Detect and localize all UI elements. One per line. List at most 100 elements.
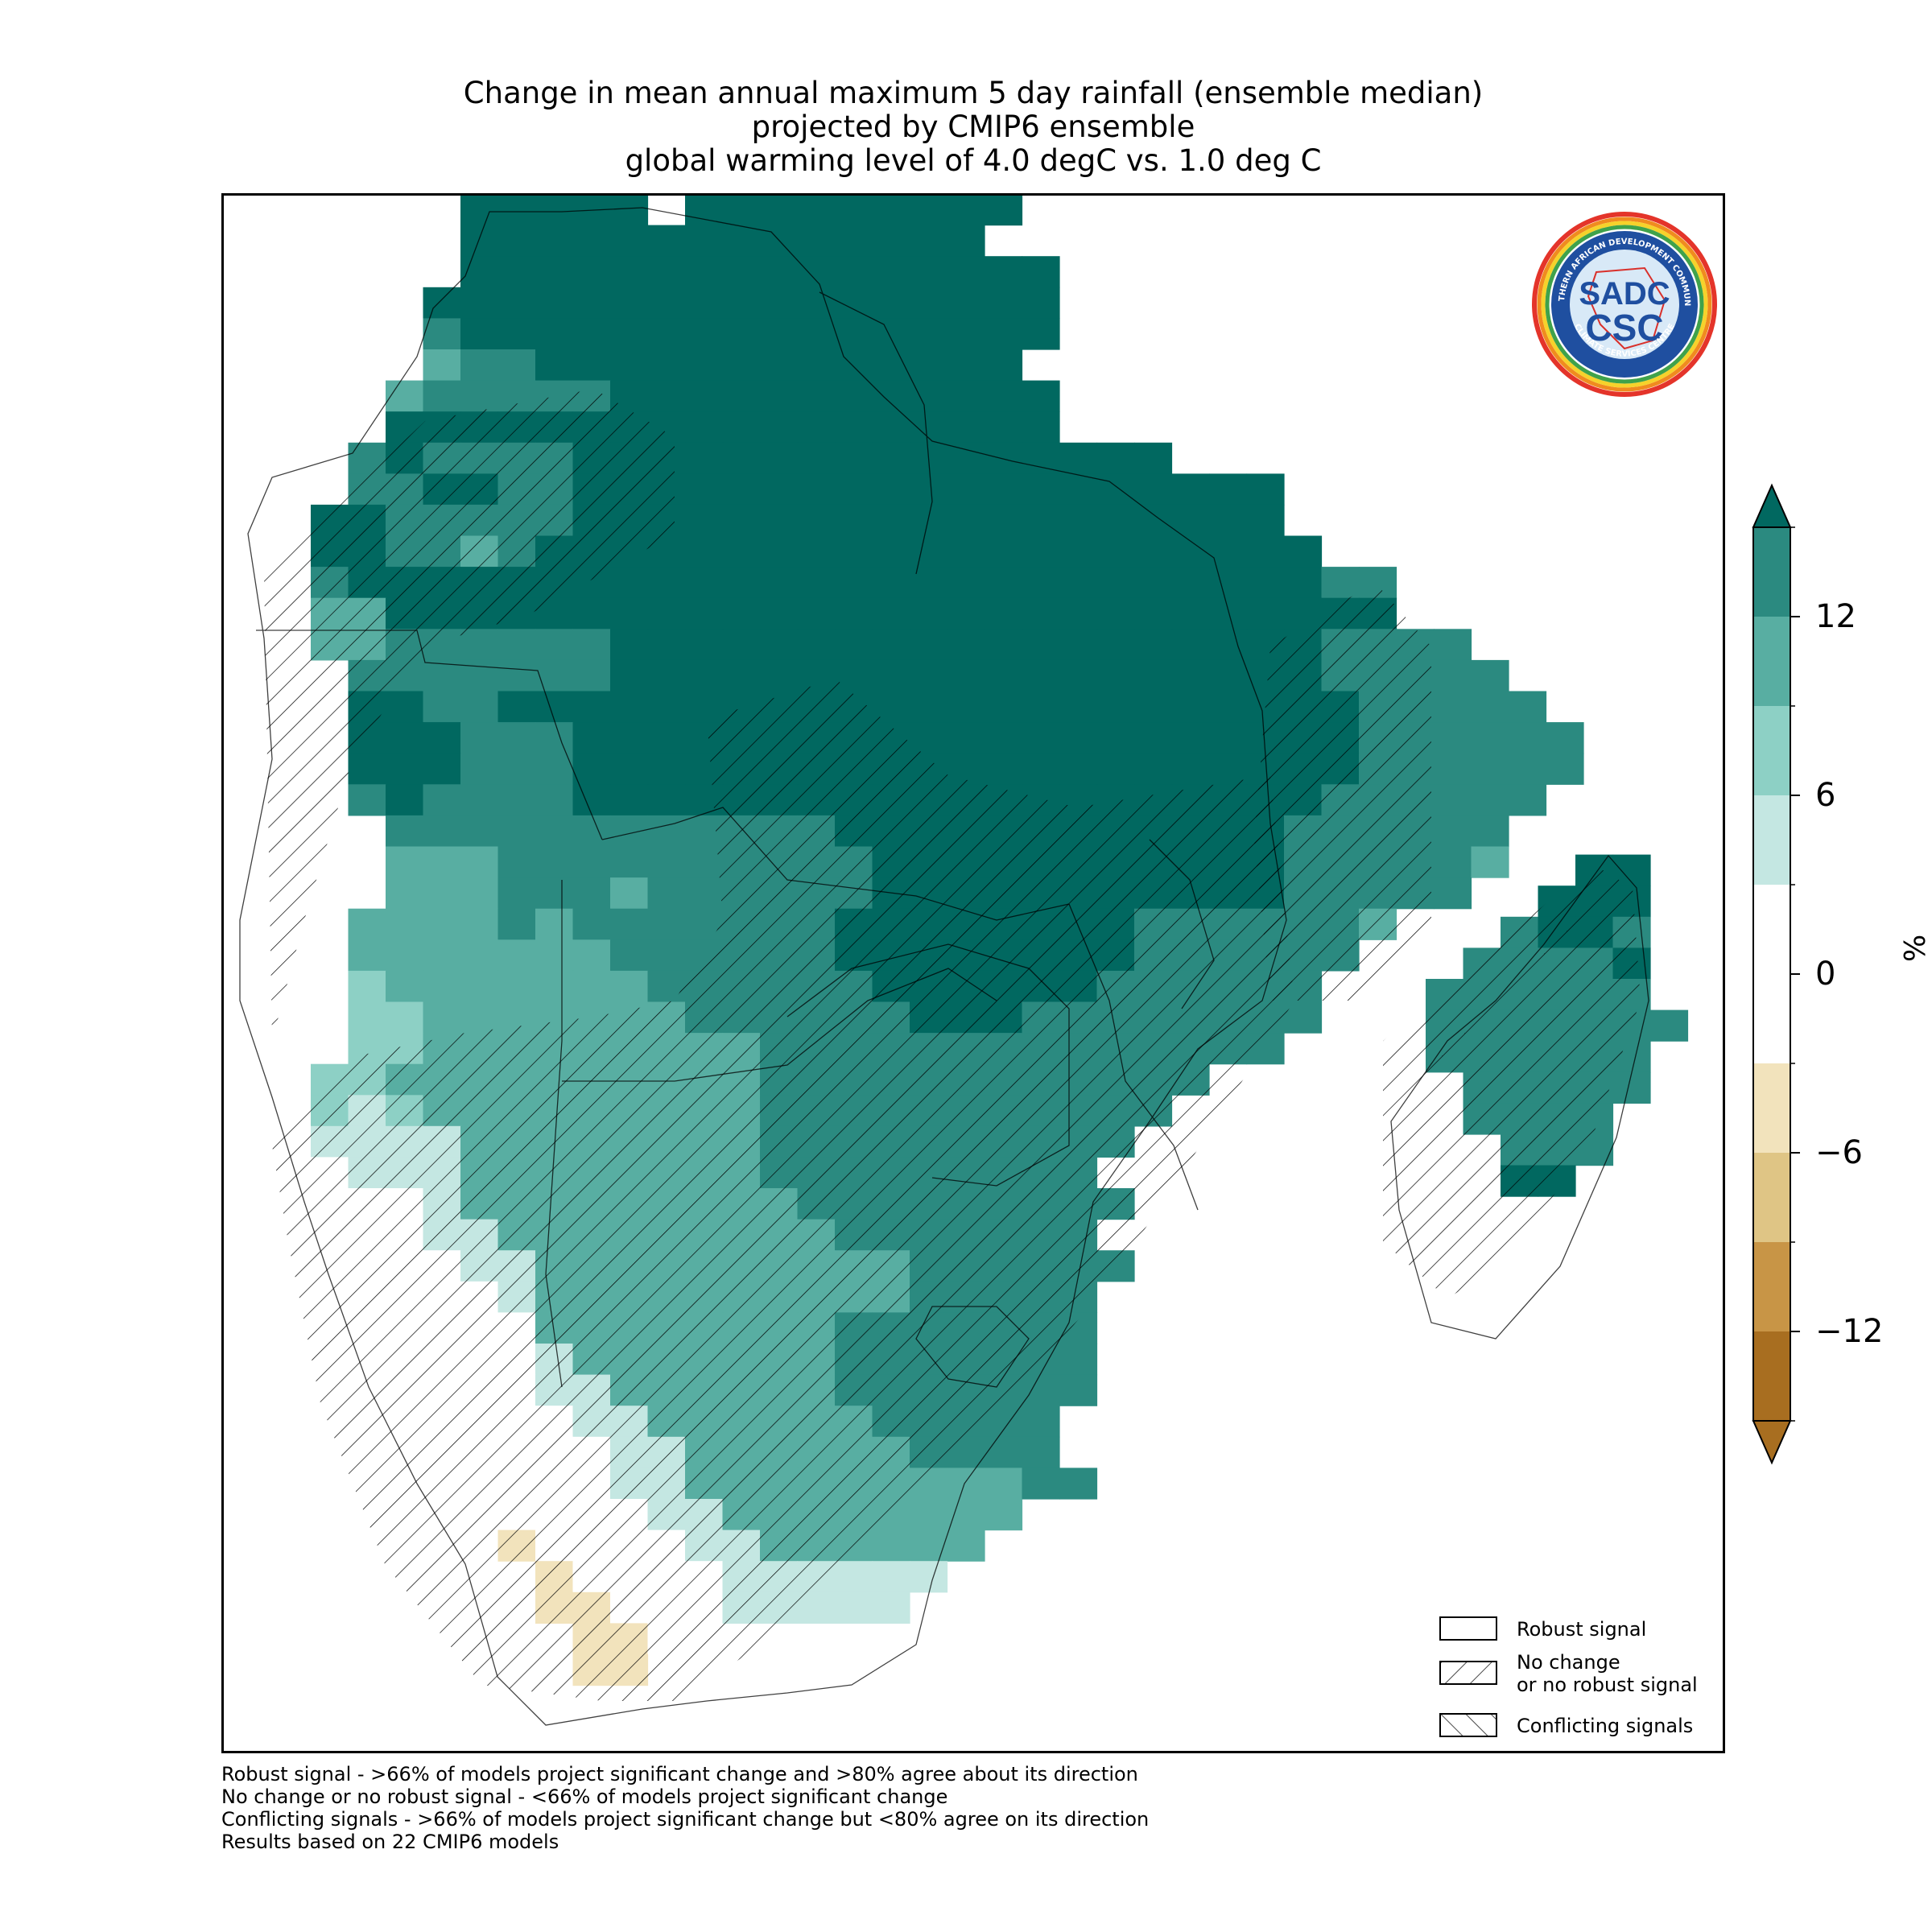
mainland-cell <box>610 629 649 661</box>
mainland-cell <box>423 753 461 785</box>
mainland-cell <box>722 504 761 537</box>
mainland-cell <box>910 349 948 382</box>
mainland-cell <box>1434 846 1472 878</box>
mainland-cell <box>835 196 873 226</box>
mainland-cell <box>460 970 499 1003</box>
mainland-cell <box>386 722 424 754</box>
mainland-cell <box>760 504 799 537</box>
mainland-cell <box>910 380 948 412</box>
mainland-cell <box>1022 567 1060 599</box>
mainland-cell <box>1171 722 1210 754</box>
mainland-cell <box>947 256 985 288</box>
mainland-cell <box>1059 535 1098 568</box>
mainland-cell <box>1022 722 1060 754</box>
mainland-cell <box>386 939 424 972</box>
mainland-cell <box>610 939 649 972</box>
mainland-cell <box>386 1001 424 1034</box>
colorbar-extend-max <box>1752 483 1792 528</box>
mainland-cell <box>872 1561 910 1593</box>
mainland-cell <box>1022 287 1060 319</box>
mainland-cell <box>1059 629 1098 661</box>
colorbar-tick-label: −12 <box>1815 1313 1884 1350</box>
mainland-cell <box>1171 504 1210 537</box>
mainland-cell <box>872 1591 910 1624</box>
mainland-cell <box>835 629 873 661</box>
mainland-cell <box>910 287 948 319</box>
mainland-cell <box>1022 691 1060 723</box>
mainland-cell <box>647 691 686 723</box>
mainland-cell <box>872 225 910 257</box>
mainland-cell <box>610 908 649 940</box>
colorbar-segment <box>1753 1331 1790 1421</box>
mainland-cell <box>1434 691 1472 723</box>
mainland-cell <box>1434 815 1472 848</box>
mainland-cell <box>460 629 499 661</box>
mainland-cell <box>1209 629 1248 661</box>
mainland-cell <box>1022 535 1060 568</box>
mainland-cell <box>1171 473 1210 506</box>
mainland-cell <box>460 256 499 288</box>
mainland-cell <box>685 535 724 568</box>
mainland-cell <box>1134 722 1173 754</box>
map-panel[interactable]: SADC CSC SOUTHERN AFRICAN DEVELOPMENT CO… <box>221 193 1725 1753</box>
mainland-cell <box>685 256 724 288</box>
colorbar-extend-min <box>1752 1420 1792 1465</box>
mainland-cell <box>497 846 536 878</box>
mainland-cell <box>1434 629 1472 661</box>
mainland-cell <box>722 256 761 288</box>
mainland-cell <box>647 597 686 630</box>
mainland-cell <box>797 567 836 599</box>
mainland-cell <box>985 411 1023 444</box>
mainland-cell <box>760 659 799 692</box>
mainland-cell <box>460 722 499 754</box>
mainland-cell <box>460 908 499 940</box>
mainland-cell <box>1022 380 1060 412</box>
mainland-cell <box>1171 629 1210 661</box>
mainland-cell <box>386 753 424 785</box>
mainland-cell <box>1246 473 1285 506</box>
mainland-cell <box>610 287 649 319</box>
mainland-cell <box>572 659 611 692</box>
mainland-cell <box>497 629 536 661</box>
mainland-cell <box>460 846 499 878</box>
mainland-cell <box>1246 597 1285 630</box>
mainland-cell <box>760 318 799 350</box>
mainland-cell <box>1022 256 1060 288</box>
hatch-overlay <box>264 389 1641 1701</box>
mainland-cell <box>985 629 1023 661</box>
mainland-cell <box>685 287 724 319</box>
colorbar-unit-label: % <box>1899 934 1932 962</box>
mainland-cell <box>910 1561 948 1593</box>
mainland-cell <box>910 504 948 537</box>
mainland-cell <box>423 722 461 754</box>
mainland-cell <box>423 318 461 350</box>
mainland-cell <box>572 939 611 972</box>
border-zambia <box>601 807 1070 921</box>
border-namibia-botswana <box>545 880 563 1388</box>
mainland-cell <box>610 846 649 878</box>
mainland-cell <box>797 256 836 288</box>
mainland-cell <box>610 970 649 1003</box>
mainland-cell <box>535 629 574 661</box>
mainland-cell <box>1209 473 1248 506</box>
mainland-cell <box>1134 629 1173 661</box>
mainland-cell <box>1059 691 1098 723</box>
legend-backdrop <box>1447 1556 1713 1733</box>
mainland-cell <box>535 939 574 972</box>
mainland-cell <box>647 784 686 816</box>
mainland-cell <box>760 411 799 444</box>
mainland-cell <box>423 287 461 319</box>
mainland-cell <box>685 877 724 910</box>
legend-label-robust: Robust signal <box>1517 1618 1647 1641</box>
mainland-cell <box>797 225 836 257</box>
mainland-cell <box>535 784 574 816</box>
mainland-cell <box>535 318 574 350</box>
footnotes: Robust signal - >66% of models project s… <box>221 1763 1149 1853</box>
mainland-cell <box>1471 659 1509 692</box>
mainland-cell <box>1059 1374 1098 1406</box>
mainland-cell <box>647 659 686 692</box>
mainland-cell <box>1022 1468 1060 1500</box>
mainland-cell <box>535 691 574 723</box>
mainland-cell <box>386 815 424 848</box>
mainland-cell <box>835 225 873 257</box>
